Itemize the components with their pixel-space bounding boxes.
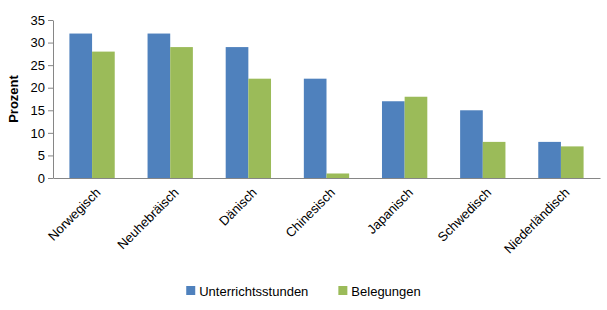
bar bbox=[405, 97, 428, 178]
chart: 0 5 10 15 20 25 30 35 NorwegischNeuhebräisch Däni… bbox=[0, 0, 607, 310]
legend: Unterrichtsstunden Belegungen bbox=[186, 284, 421, 299]
y-tick: 30 bbox=[31, 35, 53, 50]
legend-label: Unterrichtsstunden bbox=[199, 284, 308, 299]
y-tick-label: 25 bbox=[31, 58, 45, 73]
y-axis-line bbox=[53, 21, 54, 179]
y-axis-title: Prozent bbox=[6, 74, 21, 122]
y-tick-label: 35 bbox=[31, 13, 45, 28]
y-tick-mark bbox=[48, 43, 53, 44]
legend-label: Belegungen bbox=[351, 284, 420, 299]
bar bbox=[69, 34, 92, 178]
y-tick-mark bbox=[48, 133, 53, 134]
x-tick: Dänisch bbox=[216, 185, 260, 229]
x-tick-label: Norwegisch bbox=[45, 185, 104, 244]
y-tick: 35 bbox=[31, 13, 53, 28]
bar bbox=[538, 142, 561, 178]
y-tick: 20 bbox=[31, 80, 53, 95]
bar bbox=[170, 47, 193, 178]
bar-series bbox=[92, 47, 584, 178]
x-tick-label: Neuhebräisch bbox=[114, 185, 181, 252]
x-tick-label: Japanisch bbox=[364, 185, 416, 237]
y-tick-label: 5 bbox=[38, 148, 45, 163]
y-tick-mark bbox=[48, 110, 53, 111]
legend-swatch bbox=[338, 286, 347, 295]
bar bbox=[226, 47, 249, 178]
legend-item: Belegungen bbox=[338, 284, 420, 299]
y-tick-label: 15 bbox=[31, 103, 45, 118]
y-tick-mark bbox=[48, 88, 53, 89]
y-tick: 5 bbox=[38, 148, 53, 163]
bar bbox=[382, 101, 405, 178]
bar-series bbox=[69, 34, 561, 178]
x-axis: NorwegischNeuhebräisch Dänisch Chinesisch J… bbox=[45, 179, 601, 257]
x-tick: Schwedisch bbox=[435, 185, 495, 245]
bar bbox=[561, 146, 584, 178]
y-tick: 0 bbox=[38, 171, 53, 186]
y-tick-label: 20 bbox=[31, 80, 45, 95]
x-tick-label: Dänisch bbox=[216, 185, 260, 229]
y-tick: 10 bbox=[31, 126, 53, 141]
legend-item: Unterrichtsstunden bbox=[186, 284, 308, 299]
y-axis: 0 5 10 15 20 25 30 35 bbox=[31, 13, 54, 186]
bar bbox=[460, 110, 483, 178]
legend-swatch bbox=[186, 286, 195, 295]
x-tick: Chinesisch bbox=[282, 185, 338, 241]
bar bbox=[304, 79, 327, 178]
y-tick-mark bbox=[48, 155, 53, 156]
y-tick-mark bbox=[48, 20, 53, 21]
x-axis-line bbox=[54, 178, 601, 179]
y-tick-label: 0 bbox=[38, 171, 45, 186]
x-tick-label: Niederländisch bbox=[501, 185, 572, 256]
bar bbox=[148, 34, 171, 178]
y-tick-label: 30 bbox=[31, 35, 45, 50]
x-tick: Neuhebräisch bbox=[114, 185, 181, 252]
y-tick-label: 10 bbox=[31, 126, 45, 141]
x-tick-label: Schwedisch bbox=[435, 185, 495, 245]
bar bbox=[248, 79, 271, 178]
x-tick-label: Chinesisch bbox=[282, 185, 338, 241]
x-tick: Japanisch bbox=[364, 185, 416, 237]
bar bbox=[483, 142, 506, 178]
y-tick: 25 bbox=[31, 58, 53, 73]
bars bbox=[69, 34, 583, 178]
x-tick: Norwegisch bbox=[45, 185, 104, 244]
y-tick-mark bbox=[48, 65, 53, 66]
bar bbox=[327, 173, 350, 178]
plot: 0 5 10 15 20 25 30 35 NorwegischNeuhebräisch Däni… bbox=[31, 13, 601, 257]
bar bbox=[92, 52, 115, 178]
x-tick: Niederländisch bbox=[501, 185, 572, 256]
y-tick-mark bbox=[48, 178, 53, 179]
y-tick: 15 bbox=[31, 103, 53, 118]
